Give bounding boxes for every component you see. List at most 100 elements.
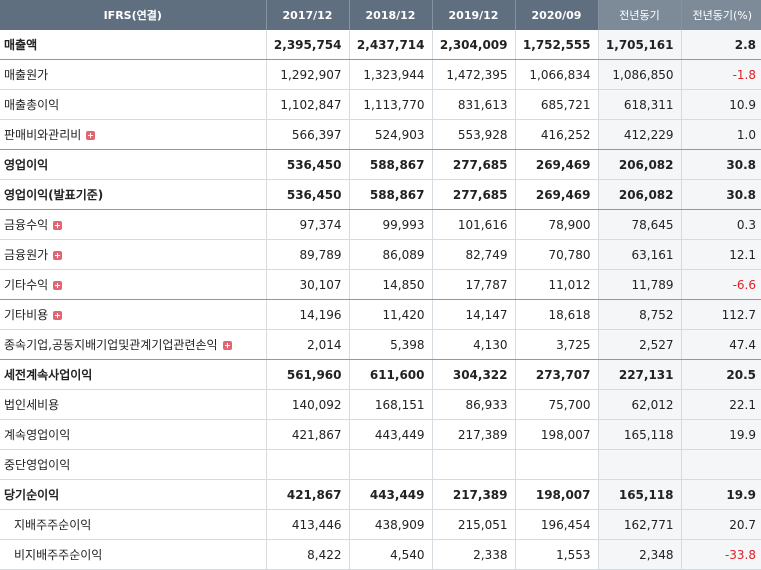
cell-value: 14,850 [348,269,432,300]
cell-value: 416,252 [514,119,598,150]
row-label: 판매비와관리비 [4,128,82,142]
expand-plus-icon[interactable] [53,251,63,260]
cell-value: 2,014 [265,329,349,360]
cell-value: 0.3 [680,209,761,240]
expand-plus-icon[interactable] [222,341,232,350]
cell-value: 198,007 [514,479,598,510]
cell-value: 168,151 [348,389,432,420]
cell-value: 165,118 [597,419,681,450]
expand-plus-icon[interactable] [53,281,63,290]
cell-value: 304,322 [431,359,515,390]
cell-value: 217,389 [431,419,515,450]
table-row: 기타비용 14,196 11,420 14,147 18,618 8,752 1… [0,299,761,330]
cell-value: 198,007 [514,419,598,450]
row-label: 법인세비용 [0,389,266,420]
cell-value: 20.7 [680,509,761,540]
row-label: 금융수익 [4,218,49,232]
cell-value: 2,348 [597,539,681,570]
cell-value: 227,131 [597,359,681,390]
cell-value: -33.8 [680,539,761,570]
cell-value: 413,446 [265,509,349,540]
cell-value: 20.5 [680,359,761,390]
cell-value: 273,707 [514,359,598,390]
cell-value: 11,012 [514,269,598,300]
cell-value: 1,102,847 [265,89,349,120]
table-row: 기타수익 30,107 14,850 17,787 11,012 11,789 … [0,269,761,300]
row-label: 영업이익 [0,149,266,180]
cell-value: 206,082 [597,149,681,180]
cell-value: 438,909 [348,509,432,540]
cell-value: 536,450 [265,179,349,210]
header-col-2017: 2017/12 [265,0,349,30]
cell-value: 611,600 [348,359,432,390]
cell-value: 2,395,754 [265,30,349,60]
row-label-cell[interactable]: 기타비용 [0,299,266,330]
cell-value [265,449,349,480]
row-label-cell[interactable]: 판매비와관리비 [0,119,266,150]
table-row: 비지배주주순이익 8,422 4,540 2,338 1,553 2,348 -… [0,539,761,570]
expand-plus-icon[interactable] [53,221,63,230]
cell-value: 8,422 [265,539,349,570]
row-label-cell[interactable]: 금융수익 [0,209,266,240]
cell-value: 162,771 [597,509,681,540]
cell-value: 196,454 [514,509,598,540]
cell-value: 421,867 [265,479,349,510]
cell-value: 4,540 [348,539,432,570]
cell-value: 19.9 [680,419,761,450]
table-row: 당기순이익 421,867 443,449 217,389 198,007 16… [0,479,761,510]
row-label: 기타비용 [4,308,49,322]
row-label: 금융원가 [4,248,49,262]
row-label-cell[interactable]: 기타수익 [0,269,266,300]
table-row: 판매비와관리비 566,397 524,903 553,928 416,252 … [0,119,761,150]
cell-value: 10.9 [680,89,761,120]
cell-value: 269,469 [514,149,598,180]
expand-plus-icon[interactable] [53,311,63,320]
cell-value: 17,787 [431,269,515,300]
cell-value: 215,051 [431,509,515,540]
row-label: 당기순이익 [0,479,266,510]
table-row: 매출원가 1,292,907 1,323,944 1,472,395 1,066… [0,59,761,90]
cell-value: 78,645 [597,209,681,240]
cell-value: 11,420 [348,299,432,330]
cell-value: 588,867 [348,179,432,210]
cell-value: 553,928 [431,119,515,150]
cell-value: 1.0 [680,119,761,150]
cell-value: 19.9 [680,479,761,510]
cell-value: 86,933 [431,389,515,420]
cell-value: 112.7 [680,299,761,330]
cell-value: 566,397 [265,119,349,150]
cell-value [348,449,432,480]
cell-value: 70,780 [514,239,598,270]
cell-value: 11,789 [597,269,681,300]
cell-value: 86,089 [348,239,432,270]
table-row: 매출액 2,395,754 2,437,714 2,304,009 1,752,… [0,30,761,60]
cell-value: 165,118 [597,479,681,510]
cell-value: 18,618 [514,299,598,330]
cell-value: 63,161 [597,239,681,270]
cell-value: 1,752,555 [514,30,598,60]
cell-value: 443,449 [348,479,432,510]
cell-value: 443,449 [348,419,432,450]
cell-value: 82,749 [431,239,515,270]
row-label: 매출총이익 [0,89,266,120]
cell-value: 1,066,834 [514,59,598,90]
cell-value: 421,867 [265,419,349,450]
cell-value: 1,705,161 [597,30,681,60]
cell-value: 140,092 [265,389,349,420]
cell-value: 30,107 [265,269,349,300]
cell-value: 206,082 [597,179,681,210]
header-label: IFRS(연결) [0,0,266,30]
cell-value [597,449,681,480]
table-row: 종속기업,공동지배기업및관계기업관련손익 2,014 5,398 4,130 3… [0,329,761,360]
row-label-cell[interactable]: 종속기업,공동지배기업및관계기업관련손익 [0,329,266,360]
cell-value: -1.8 [680,59,761,90]
cell-value: 277,685 [431,179,515,210]
row-label-cell[interactable]: 금융원가 [0,239,266,270]
cell-value [680,449,761,480]
cell-value: 89,789 [265,239,349,270]
header-col-2019: 2019/12 [431,0,515,30]
row-label: 기타수익 [4,278,49,292]
cell-value: 4,130 [431,329,515,360]
cell-value: 3,725 [514,329,598,360]
expand-plus-icon[interactable] [86,131,96,140]
